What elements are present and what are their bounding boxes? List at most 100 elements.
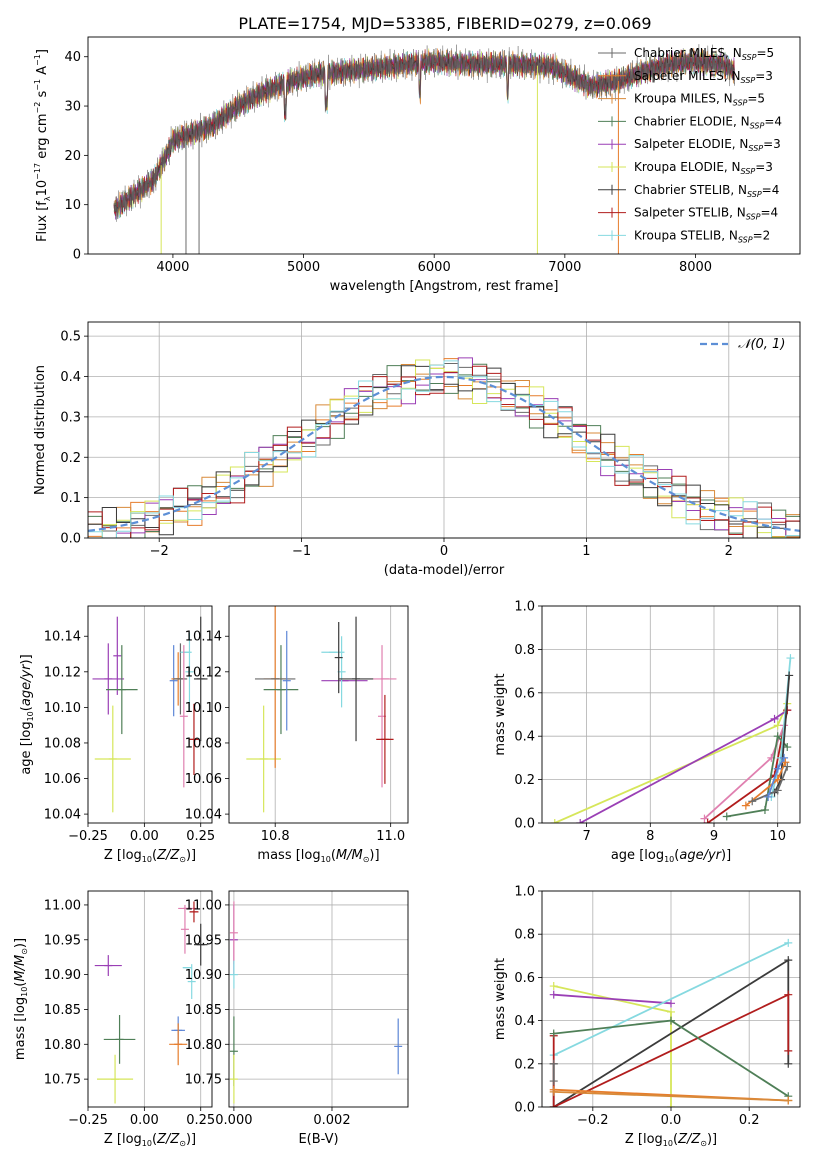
y-axis-label: age [log10(age/yr)]	[19, 654, 35, 774]
y-tick-label: 1.0	[514, 600, 535, 615]
y-tick-label: 0.6	[514, 686, 535, 701]
x-tick-label: 8	[646, 829, 654, 844]
weight-marker	[549, 1077, 558, 1086]
weight-marker	[700, 814, 709, 823]
x-tick-label: 8000	[679, 260, 712, 275]
panel-age_vs_z: −0.25 0.00 0.25 10.04 10.06 10.08 10.10 10.12 10…	[19, 605, 215, 864]
y-tick-label: 0.5	[60, 330, 81, 345]
x-tick-label: 0.000	[215, 1113, 252, 1128]
y-tick-label: 10.75	[44, 1073, 81, 1088]
weight-marker	[784, 938, 793, 947]
weight-marker	[784, 1046, 793, 1055]
legend-label: Kroupa MILES, NSSP=5	[634, 92, 765, 108]
plot-area-age_vs_mass	[246, 606, 397, 813]
plot-area-weight_vs_age	[550, 654, 795, 823]
gaussian-curve	[88, 375, 800, 532]
legend-label: Kroupa ELODIE, NSSP=3	[634, 160, 773, 176]
legend-label: Salpeter MILES, NSSP=3	[634, 69, 773, 85]
plot-area-mass_vs_ebv	[229, 901, 403, 1104]
weight-marker	[783, 762, 792, 771]
data-point	[97, 1054, 134, 1104]
y-tick-label: 11.00	[185, 898, 222, 913]
x-tick-label: 11.0	[376, 829, 405, 844]
data-point	[92, 643, 125, 715]
weight-marker	[773, 786, 782, 795]
y-tick-label: 10.90	[185, 968, 222, 983]
weight-marker	[703, 819, 712, 823]
x-axis-label: Z [log10(Z/Z⊙)]	[104, 1132, 196, 1148]
data-point	[394, 1018, 403, 1075]
data-point	[229, 1054, 238, 1104]
axes-frame	[541, 605, 801, 824]
axes-frame	[228, 890, 409, 1108]
data-point	[189, 901, 199, 923]
weight-marker	[785, 671, 794, 680]
y-tick-label: 10.06	[44, 772, 81, 787]
weight-marker	[784, 1059, 793, 1068]
weight-marker	[764, 792, 773, 801]
grid-residuals	[88, 322, 800, 539]
panel-weight_vs_age: 7 8 9 10 0.0 0.2 0.4 0.6 0.8 1.0 age [log10(age/yr…	[493, 600, 801, 864]
data-point	[282, 630, 291, 731]
weight-series-kroupa_stelib	[553, 941, 789, 1057]
y-tick-label: 10.85	[185, 1003, 222, 1018]
x-axis-label: E(B-V)	[298, 1132, 338, 1147]
panel-mass_vs_ebv: 0.000 0.002 10.75 10.80 10.85 10.90 10.95 11.00…	[185, 890, 409, 1147]
weight-marker	[549, 1059, 558, 1068]
x-tick-label: 9	[710, 829, 718, 844]
weight-marker	[667, 1016, 675, 1025]
y-tick-label: 20	[64, 149, 81, 164]
x-tick-label: 0.25	[186, 829, 215, 844]
y-axis-label: Flux [fλ10−17 erg cm−2 s−1 A−1]	[33, 49, 52, 242]
y-tick-label: 10.04	[185, 808, 222, 823]
legend-label: Chabrier ELODIE, NSSP=4	[634, 114, 782, 130]
weight-series-salpeter_elodie	[579, 709, 788, 823]
panel-residuals: −2 −1 0 1 2 0.0 0.1 0.2 0.3 0.4 0.5 (data-model)/er…	[33, 321, 801, 578]
weight-marker	[667, 999, 675, 1008]
grid-mass_vs_ebv	[229, 891, 408, 1107]
weight-marker	[783, 743, 792, 752]
panel-spectrum: 4000 5000 6000 7000 8000 0 10 20 30 40 wavelength …	[33, 36, 801, 294]
x-tick-label: 0.0	[661, 1113, 682, 1128]
y-tick-label: 0.4	[514, 1014, 535, 1029]
weight-series-salpeter_elodie	[553, 993, 672, 1005]
weight-marker	[741, 801, 750, 810]
y-tick-label: 0.8	[514, 928, 535, 943]
y-tick-label: 0.4	[514, 730, 535, 745]
weight-marker	[549, 990, 558, 999]
weight-marker	[549, 982, 558, 991]
y-tick-label: 10.80	[185, 1038, 222, 1053]
data-point	[103, 1015, 136, 1064]
axes-frame	[228, 605, 409, 824]
legend-label: Chabrier STELIB, NSSP=4	[634, 183, 779, 199]
x-tick-label: −0.2	[577, 1113, 609, 1128]
y-tick-label: 0	[73, 248, 81, 263]
weight-marker	[781, 758, 790, 767]
data-point	[263, 645, 299, 735]
weight-marker	[748, 797, 757, 806]
x-tick-label: 7000	[548, 260, 581, 275]
weight-marker	[667, 1103, 675, 1107]
y-tick-label: 0.3	[60, 410, 81, 425]
x-tick-label: 0.002	[313, 1113, 350, 1128]
data-point	[169, 645, 178, 717]
grid-age_vs_mass	[274, 606, 392, 823]
y-tick-label: 10.14	[185, 630, 222, 645]
panels-group: 4000 5000 6000 7000 8000010203040wavelength …	[13, 36, 801, 1148]
axes-frame	[87, 890, 213, 1108]
y-tick-label: 0.2	[514, 773, 535, 788]
y-axis-label: mass [log10(M/M⊙)]	[13, 938, 29, 1060]
data-point	[376, 694, 394, 784]
x-tick-label: −2	[150, 544, 169, 559]
figure-title: PLATE=1754, MJD=53385, FIBERID=0279, z=0…	[238, 14, 651, 33]
weight-marker	[549, 1029, 558, 1038]
data-point	[113, 616, 122, 695]
y-tick-label: 10.10	[185, 701, 222, 716]
histogram-kroupa_stelib	[88, 360, 800, 538]
weight-marker	[549, 1087, 558, 1096]
weight-marker	[773, 764, 782, 773]
y-tick-label: 1.0	[514, 885, 535, 900]
data-point	[334, 622, 343, 694]
x-tick-label: −0.25	[68, 1113, 108, 1128]
y-tick-label: 30	[64, 100, 81, 115]
